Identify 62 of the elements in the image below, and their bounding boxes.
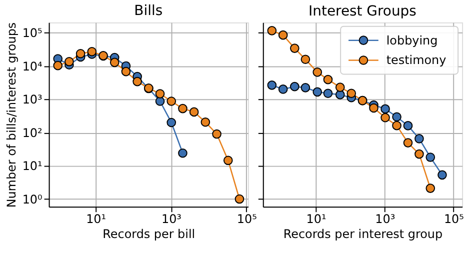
point	[426, 184, 436, 193]
point	[212, 129, 222, 139]
point	[323, 74, 333, 84]
point	[346, 88, 356, 98]
x-axis-title: Records per interest group	[283, 227, 443, 242]
point	[132, 76, 142, 86]
point	[312, 87, 322, 97]
point	[166, 118, 176, 128]
point	[392, 120, 402, 130]
point	[267, 26, 277, 36]
point	[290, 44, 300, 53]
y-tick-label: 10¹	[22, 159, 43, 174]
point	[121, 66, 131, 76]
point	[267, 80, 277, 90]
point	[290, 82, 300, 92]
point	[392, 112, 402, 122]
point	[200, 117, 210, 127]
legend-label: testimony	[386, 53, 446, 68]
x-tick-label: 10⁵	[444, 212, 464, 226]
point	[87, 46, 97, 56]
x-tick-label: 10¹	[306, 212, 326, 226]
y-tick-label: 10⁰	[22, 192, 43, 206]
point	[234, 194, 244, 204]
point	[278, 30, 288, 40]
point	[300, 82, 310, 92]
chart-title: Bills	[134, 2, 163, 19]
point	[414, 149, 424, 159]
y-axis-title: Number of bills/interest groups	[4, 22, 18, 208]
point	[403, 121, 413, 130]
x-tick-label: 10³	[375, 212, 396, 226]
point	[312, 68, 322, 77]
point	[414, 134, 424, 144]
point	[189, 107, 199, 117]
point	[155, 89, 165, 98]
chart-title: Interest Groups	[308, 3, 416, 20]
y-tick-label: 10³	[22, 92, 43, 107]
x-tick-label: 10³	[161, 212, 182, 226]
y-tick-label: 10²	[22, 126, 43, 140]
point	[53, 60, 63, 70]
point	[335, 82, 345, 92]
point	[438, 170, 447, 180]
point	[76, 48, 86, 58]
point	[380, 112, 390, 122]
point	[223, 156, 233, 166]
point	[64, 56, 74, 66]
point	[380, 104, 390, 114]
legend-label: lobbying	[386, 33, 438, 48]
point	[178, 148, 188, 158]
y-tick-label: 10⁵	[22, 26, 43, 40]
x-axis-title: Records per bill	[102, 227, 196, 242]
point	[403, 138, 413, 148]
point	[178, 104, 188, 114]
point	[166, 96, 176, 106]
point	[300, 54, 310, 64]
point	[369, 103, 378, 113]
x-tick-label: 10¹	[86, 212, 106, 226]
point	[110, 58, 120, 68]
point	[323, 88, 333, 98]
point	[426, 152, 436, 162]
point	[278, 84, 288, 94]
x-tick-label: 10⁵	[236, 212, 258, 226]
y-tick-label: 10⁴	[22, 59, 43, 74]
